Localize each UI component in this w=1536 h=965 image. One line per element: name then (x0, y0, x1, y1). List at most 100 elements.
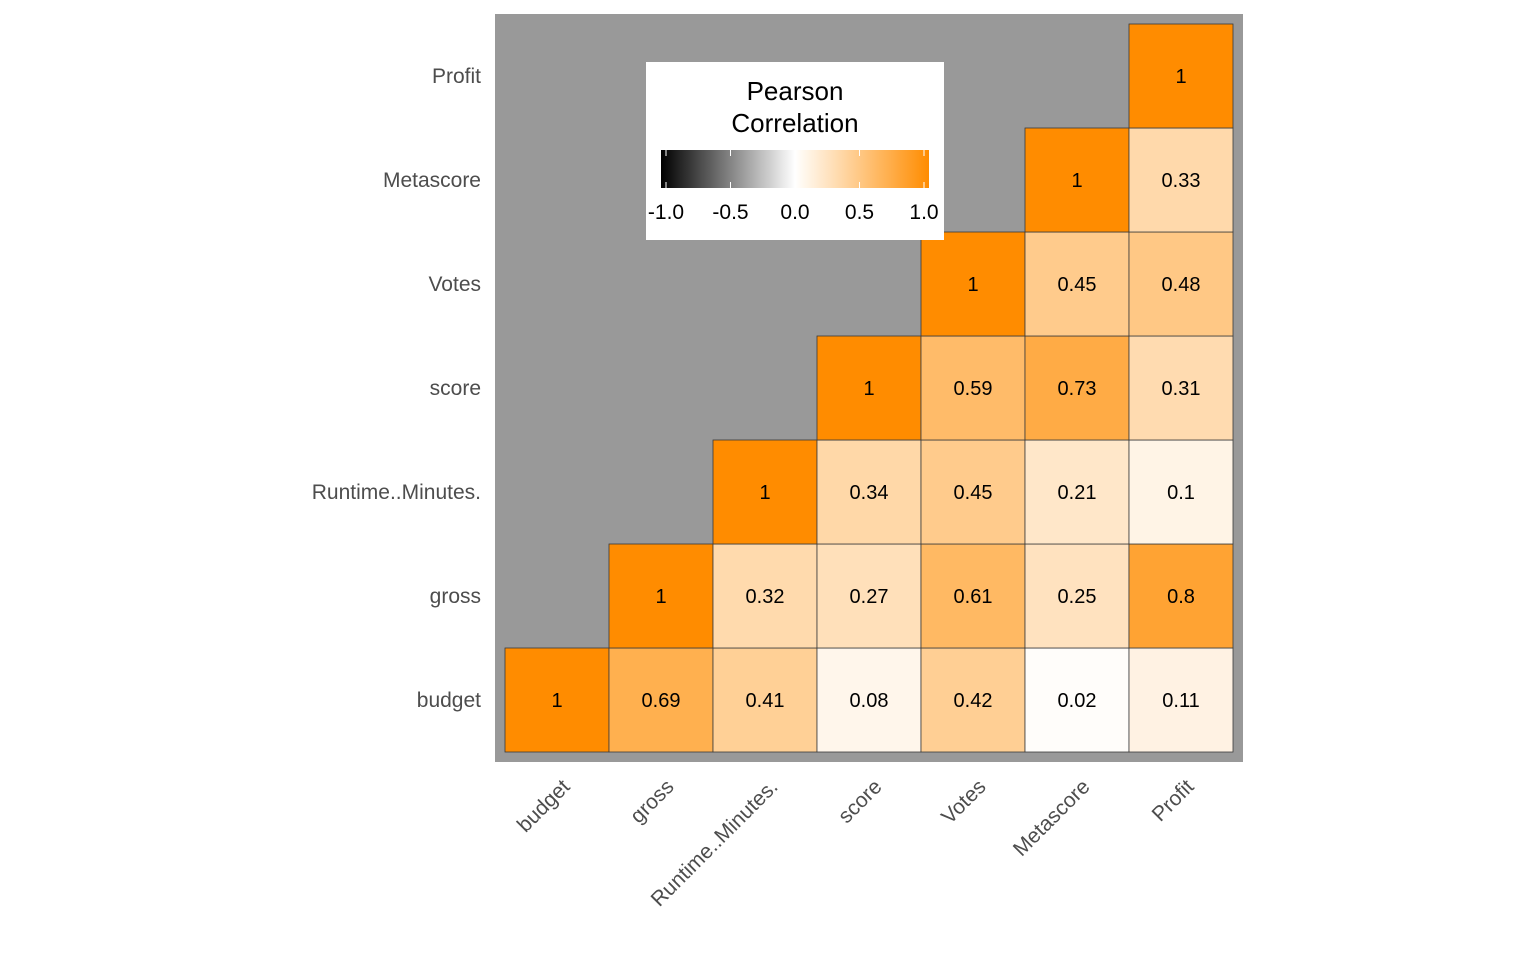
heatmap-cell: 0.02 (1024, 647, 1130, 753)
heatmap-cell-label: 1 (863, 378, 874, 400)
heatmap-cell-rect (816, 335, 922, 441)
heatmap-cell: 0.8 (1128, 543, 1234, 649)
heatmap-cell-rect (920, 335, 1026, 441)
heatmap-cells: 1 0.69 0.41 0.08 0.42 0.02 0.111 0.32 0.27 0.61 0.… (504, 23, 1234, 753)
heatmap-cell: 0.34 (816, 439, 922, 545)
legend-colorbar (661, 150, 929, 188)
y-axis: budget gross Runtime..Minutes. score Votes Me… (312, 65, 481, 712)
heatmap-cell-rect (816, 439, 922, 545)
heatmap-cell: 0.45 (920, 439, 1026, 545)
heatmap-cell: 0.61 (920, 543, 1026, 649)
heatmap-cell-rect (1128, 439, 1234, 545)
heatmap-cell-label: 0.73 (1058, 378, 1097, 400)
heatmap-cell: 0.32 (712, 543, 818, 649)
y-tick-label: Votes (428, 273, 481, 296)
heatmap-cell-label: 0.48 (1162, 274, 1201, 296)
heatmap-cell-label: 1 (1071, 170, 1082, 192)
x-tick-label: Profit (1148, 775, 1199, 826)
heatmap-cell: 0.08 (816, 647, 922, 753)
heatmap-cell-label: 0.1 (1167, 482, 1195, 504)
heatmap-cell: 1 (1128, 23, 1234, 129)
legend-tick-label: 0.5 (845, 201, 874, 224)
heatmap-cell: 0.73 (1024, 335, 1130, 441)
x-tick-label: Metascore (1009, 775, 1095, 861)
heatmap-cell-rect (608, 543, 714, 649)
heatmap-cell-rect (1128, 23, 1234, 129)
heatmap-cell-label: 0.25 (1058, 586, 1097, 608)
heatmap-cell-label: 0.33 (1162, 170, 1201, 192)
heatmap-cell-label: 0.8 (1167, 586, 1195, 608)
legend-tick-label: 0.0 (780, 201, 809, 224)
y-tick-label: Profit (432, 65, 481, 88)
heatmap-cell-rect (1024, 127, 1130, 233)
heatmap-cell: 0.1 (1128, 439, 1234, 545)
heatmap-cell-label: 1 (1175, 66, 1186, 88)
x-tick-label: gross (626, 775, 679, 828)
heatmap-cell: 1 (712, 439, 818, 545)
heatmap-cell-rect (920, 231, 1026, 337)
heatmap-cell-rect (920, 647, 1026, 753)
heatmap-cell-label: 0.08 (850, 690, 889, 712)
heatmap-cell-label: 1 (551, 690, 562, 712)
heatmap-cell-label: 0.69 (642, 690, 681, 712)
heatmap-cell-label: 0.45 (954, 482, 993, 504)
heatmap-cell: 0.69 (608, 647, 714, 753)
heatmap-cell: 0.59 (920, 335, 1026, 441)
y-tick-label: gross (430, 585, 481, 608)
heatmap-cell-label: 0.02 (1058, 690, 1097, 712)
heatmap-cell-label: 1 (655, 586, 666, 608)
heatmap-cell-rect (712, 439, 818, 545)
heatmap-cell-rect (920, 439, 1026, 545)
heatmap-cell-rect (1128, 543, 1234, 649)
heatmap-cell-label: 0.21 (1058, 482, 1097, 504)
legend-tick-label: 1.0 (909, 201, 938, 224)
heatmap-cell: 0.33 (1128, 127, 1234, 233)
heatmap-cell-rect (816, 647, 922, 753)
heatmap-cell: 0.42 (920, 647, 1026, 753)
heatmap-cell: 0.41 (712, 647, 818, 753)
heatmap-cell-label: 1 (759, 482, 770, 504)
heatmap-cell-label: 0.41 (746, 690, 785, 712)
heatmap-cell-rect (504, 647, 610, 753)
heatmap-cell: 1 (1024, 127, 1130, 233)
x-tick-label: Votes (937, 775, 990, 828)
heatmap-cell-rect (1024, 439, 1130, 545)
y-tick-label: score (430, 377, 481, 400)
heatmap-cell: 0.11 (1128, 647, 1234, 753)
heatmap-cell: 1 (608, 543, 714, 649)
y-tick-label: Runtime..Minutes. (312, 481, 481, 504)
heatmap-cell: 0.25 (1024, 543, 1130, 649)
heatmap-cell: 0.45 (1024, 231, 1130, 337)
x-tick-label: score (834, 775, 887, 828)
heatmap-cell-rect (816, 543, 922, 649)
y-tick-label: Metascore (383, 169, 481, 192)
legend-title: Pearson (747, 76, 844, 106)
heatmap-cell-label: 0.42 (954, 690, 993, 712)
heatmap-cell: 0.27 (816, 543, 922, 649)
x-tick-label: budget (513, 775, 575, 837)
legend-tick-label: -1.0 (648, 201, 684, 224)
y-tick-label: budget (417, 689, 481, 712)
heatmap-cell: 1 (816, 335, 922, 441)
heatmap-cell-label: 1 (967, 274, 978, 296)
heatmap-cell-rect (1128, 127, 1234, 233)
heatmap-cell-label: 0.59 (954, 378, 993, 400)
heatmap-cell-rect (920, 543, 1026, 649)
heatmap-cell-label: 0.61 (954, 586, 993, 608)
heatmap-cell: 1 (920, 231, 1026, 337)
heatmap-cell-label: 0.27 (850, 586, 889, 608)
heatmap-cell-rect (1128, 647, 1234, 753)
heatmap-cell: 1 (504, 647, 610, 753)
heatmap-cell-rect (1128, 335, 1234, 441)
heatmap-cell-label: 0.31 (1162, 378, 1201, 400)
heatmap-cell: 0.31 (1128, 335, 1234, 441)
heatmap-cell: 0.21 (1024, 439, 1130, 545)
heatmap-cell-rect (1128, 231, 1234, 337)
legend-tick-label: -0.5 (712, 201, 748, 224)
heatmap-cell-label: 0.32 (746, 586, 785, 608)
heatmap-cell-rect (1024, 647, 1130, 753)
